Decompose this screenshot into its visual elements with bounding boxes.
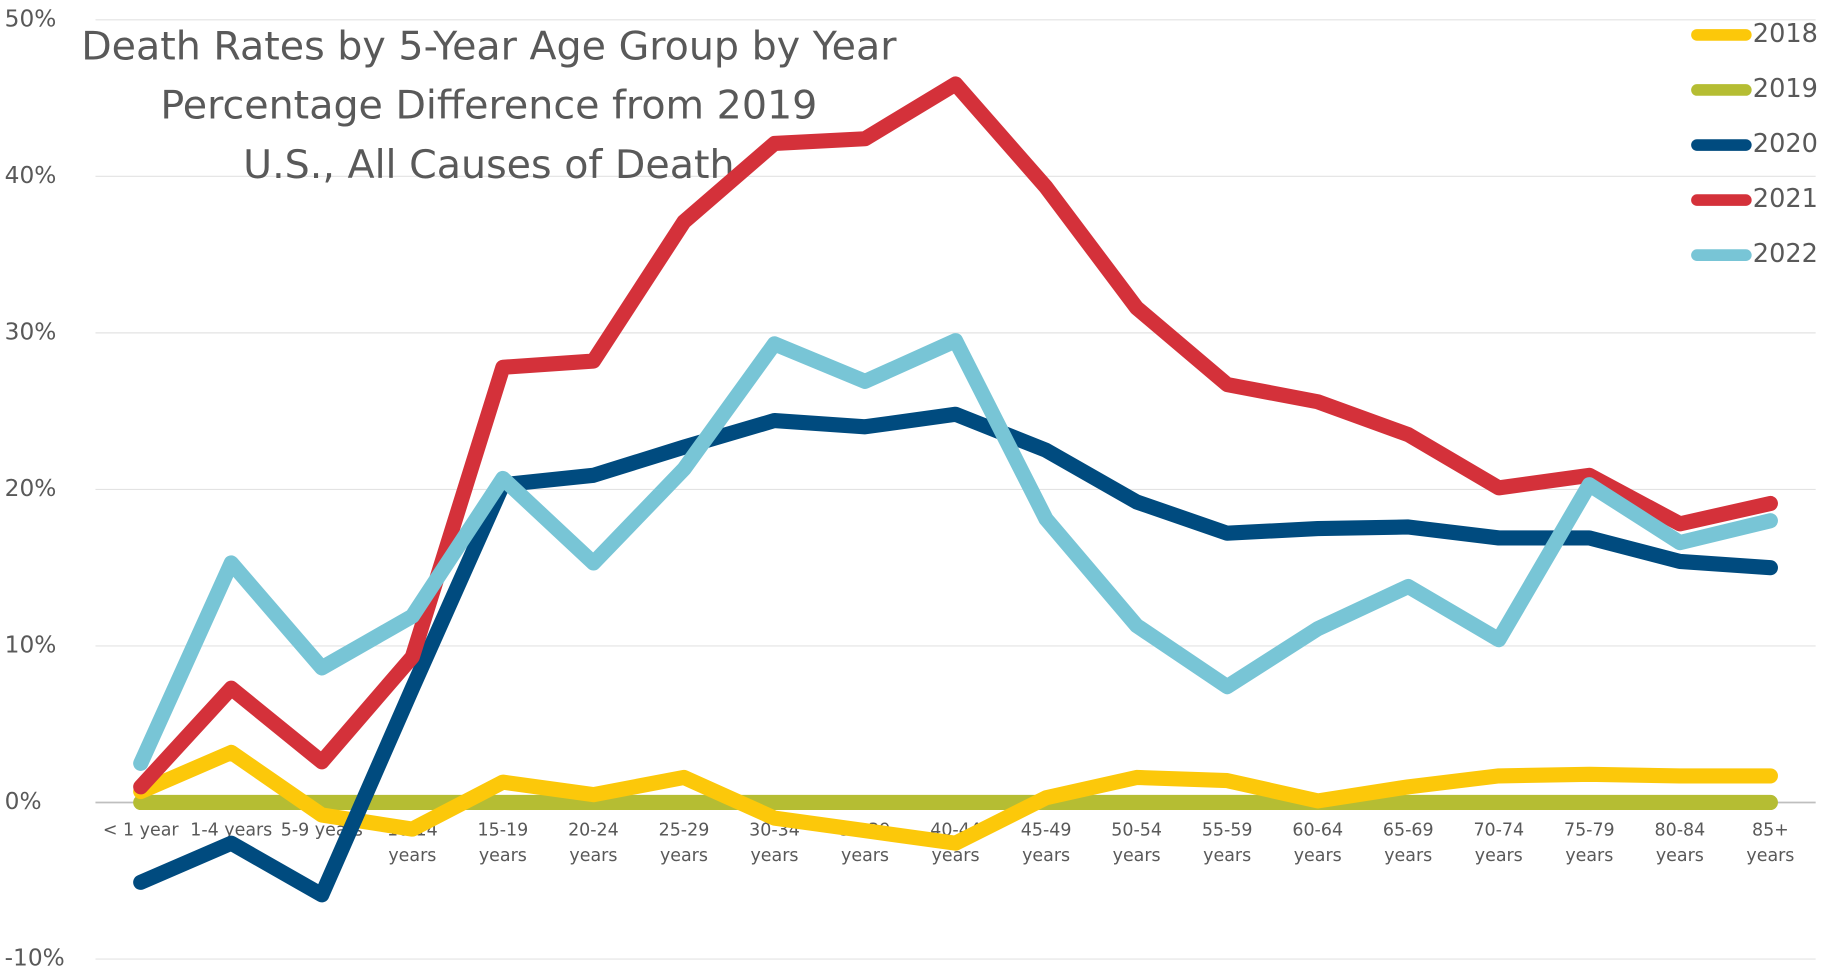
x-tick-label: 15-19 years [478,820,529,866]
series-line [133,333,1778,771]
x-tick-label: 80-84 years [1655,820,1706,866]
chart-title: Percentage Difference from 2019 [160,83,817,129]
series-line [133,76,1778,795]
series-line [133,406,1778,903]
x-tick-label: 60-64 years [1292,820,1343,866]
chart-title: Death Rates by 5-Year Age Group by Year [81,23,897,69]
legend-label: 2018 [1753,19,1818,49]
x-tick-label: 70-74 years [1473,820,1524,866]
chart-title: U.S., All Causes of Death [243,142,734,188]
y-tick-label: 50% [5,5,57,32]
y-tick-label: 20% [5,475,57,502]
y-tick-label: 30% [5,318,57,345]
x-tick-label: 1-4 years [190,820,272,840]
x-tick-label: 85+ years [1746,820,1794,866]
y-tick-label: -10% [5,945,65,972]
y-tick-label: 40% [5,162,57,189]
legend-label: 2019 [1753,74,1818,104]
x-tick-label: 20-24 years [568,820,619,866]
x-tick-label: 45-49 years [1021,820,1072,866]
y-tick-label: 0% [5,788,42,815]
x-tick-label: 75-79 years [1564,820,1615,866]
x-tick-label: < 1 year [103,820,180,840]
legend-label: 2021 [1753,184,1818,214]
legend-label: 2020 [1753,129,1818,159]
y-tick-label: 10% [5,631,57,658]
x-tick-label: 65-69 years [1383,820,1434,866]
x-tick-label: 50-54 years [1111,820,1162,866]
x-tick-label: 55-59 years [1202,820,1253,866]
x-tick-label: 25-29 years [659,820,710,866]
series-line [133,744,1778,851]
legend-label: 2022 [1753,239,1818,269]
